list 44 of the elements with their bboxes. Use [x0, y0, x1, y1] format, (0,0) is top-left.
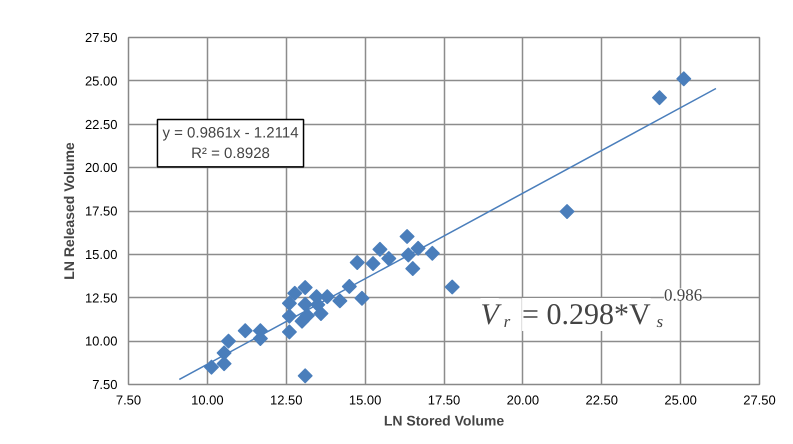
point: [424, 246, 440, 261]
point: [559, 204, 575, 220]
point: [332, 293, 348, 308]
y-tick-label: 17.50: [84, 204, 118, 218]
point: [676, 71, 692, 86]
x-tick-label: 10.00: [191, 392, 224, 408]
point: [381, 250, 396, 266]
point: [400, 228, 415, 244]
y-tick-label: 22.50: [84, 116, 118, 132]
point: [300, 308, 315, 324]
point: [287, 286, 302, 301]
x-tick-label: 17.50: [428, 392, 460, 408]
x-tick-label: 12.50: [270, 392, 303, 408]
annotation: y = 0.9861x - 1.2114 R² = 0.8928: [162, 124, 299, 162]
point: [298, 368, 313, 384]
point: [405, 261, 420, 276]
point: [220, 334, 236, 349]
y-tick-label: 25.00: [84, 73, 118, 88]
x-axis-title: LN Stored Volume: [384, 412, 504, 428]
point: [350, 254, 365, 270]
x-tick-label: 25.00: [664, 392, 697, 408]
point: [216, 356, 232, 372]
point: [354, 290, 370, 306]
x-tick-label: 22.50: [585, 392, 618, 408]
y-tick-label: 27.50: [84, 30, 118, 45]
point: [282, 296, 297, 311]
x-tick-label: 20.00: [506, 392, 540, 408]
y-axis-title: LN Released Volume: [60, 142, 77, 280]
x-tick-label: 15.00: [348, 392, 382, 408]
y-tick-label: 10.00: [84, 334, 118, 349]
point: [365, 256, 381, 272]
point: [444, 279, 460, 295]
x-tick-label: 27.50: [743, 392, 776, 408]
point: [372, 242, 388, 257]
point: [238, 323, 253, 338]
point: [298, 280, 313, 296]
y-tick-label: 15.00: [84, 246, 118, 262]
y-tick-label: 12.50: [84, 290, 118, 306]
point: [282, 324, 297, 340]
x-tick-label: 7.50: [116, 392, 142, 408]
y-tick-label: 7.50: [92, 377, 118, 392]
y-tick-label: 20.00: [84, 160, 118, 176]
point: [298, 296, 313, 312]
point: [652, 90, 668, 106]
